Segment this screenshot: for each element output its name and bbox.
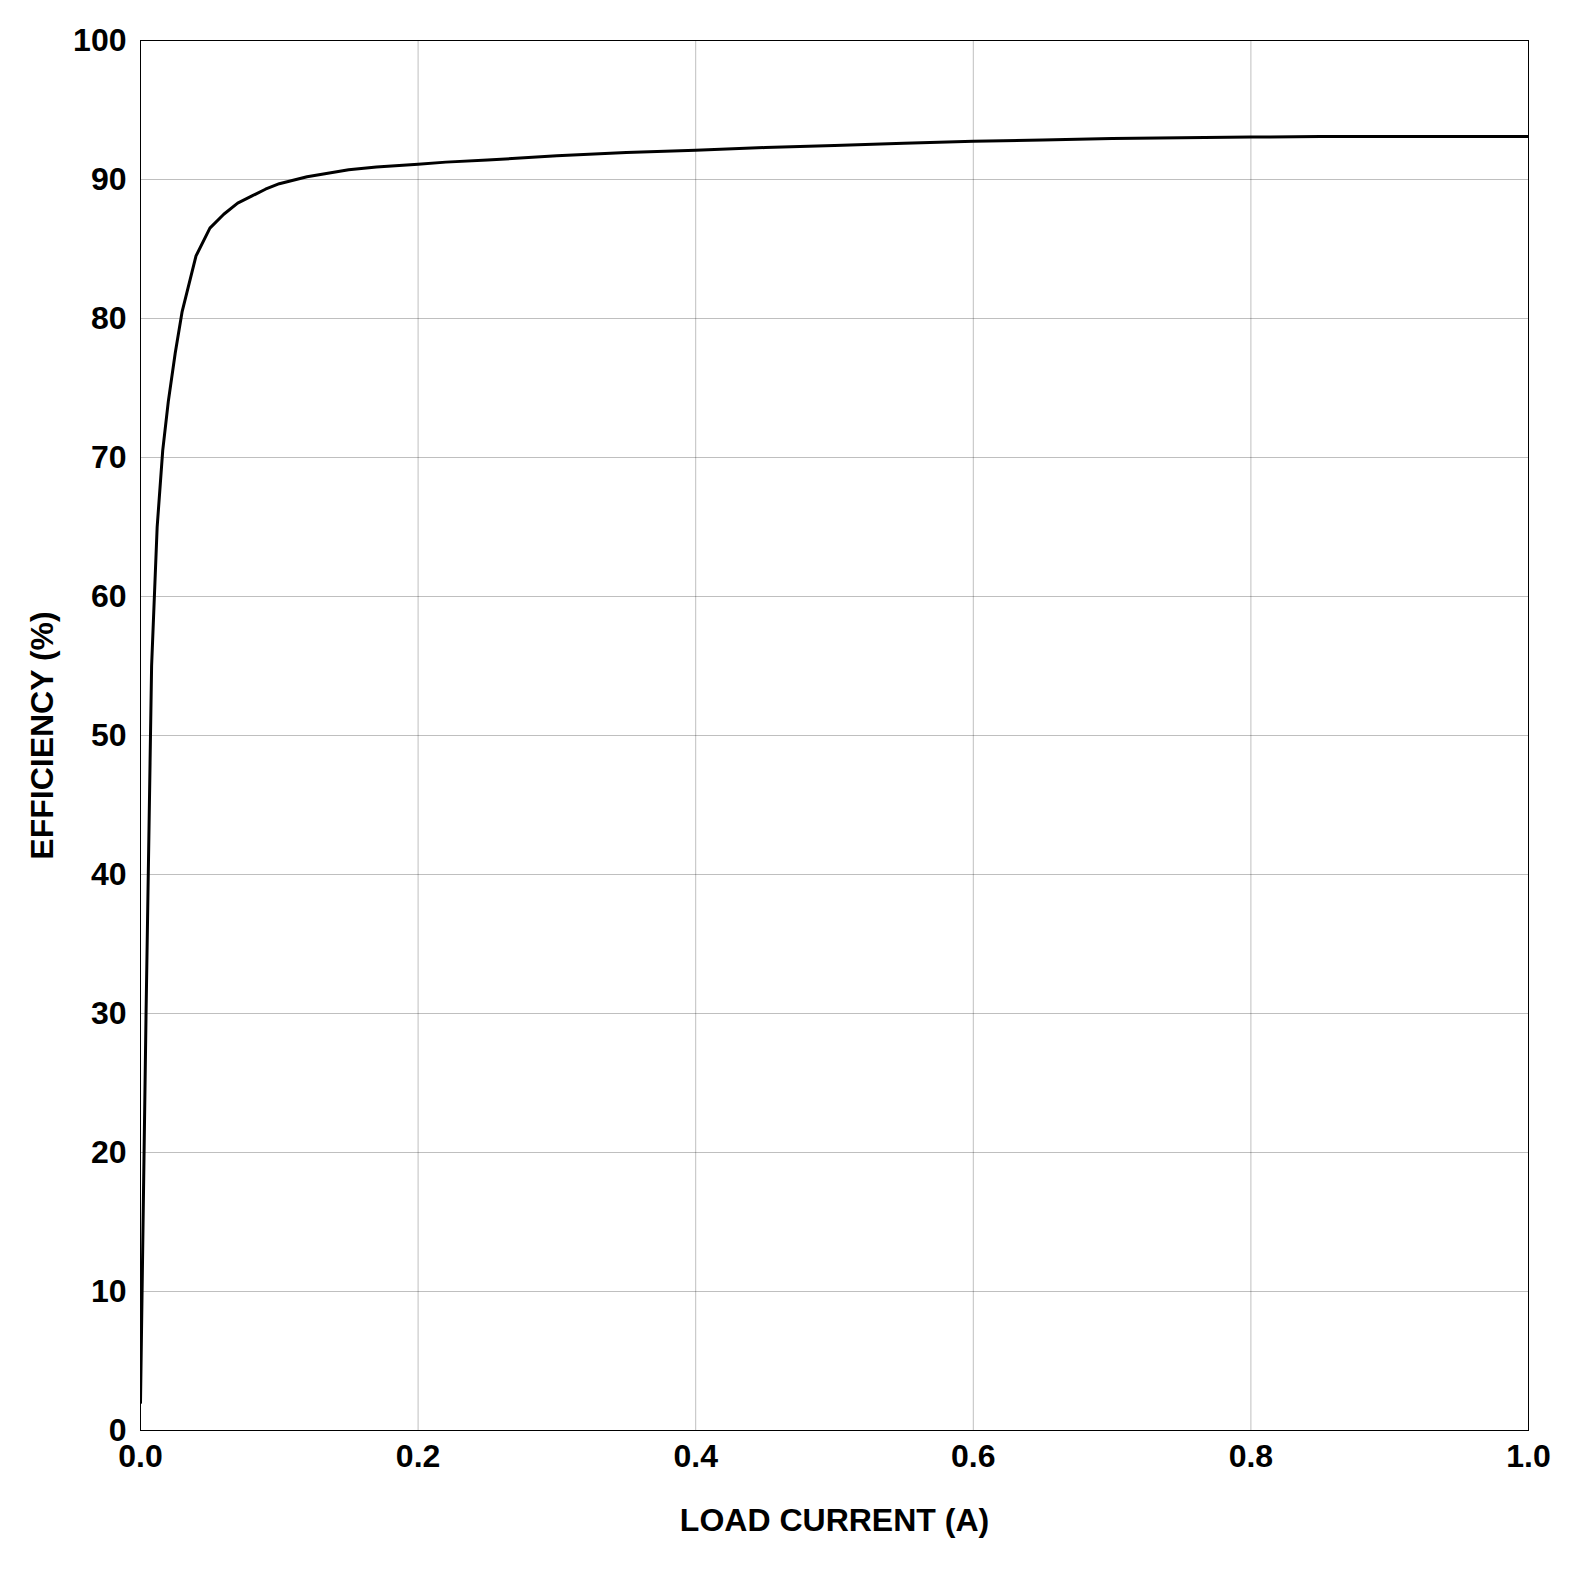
svg-text:10: 10 (91, 1273, 127, 1309)
svg-text:40: 40 (91, 856, 127, 892)
svg-text:90: 90 (91, 161, 127, 197)
svg-text:1.0: 1.0 (1506, 1438, 1550, 1474)
svg-text:EFFICIENCY (%): EFFICIENCY (%) (24, 611, 60, 859)
svg-text:100: 100 (73, 22, 126, 58)
svg-text:0.8: 0.8 (1229, 1438, 1273, 1474)
svg-text:80: 80 (91, 300, 127, 336)
svg-text:70: 70 (91, 439, 127, 475)
svg-text:0: 0 (108, 1411, 127, 1448)
svg-text:50: 50 (91, 717, 127, 753)
svg-text:60: 60 (91, 578, 127, 614)
svg-text:0.4: 0.4 (673, 1438, 718, 1474)
svg-text:0.0: 0.0 (118, 1438, 162, 1474)
svg-text:LOAD CURRENT (A): LOAD CURRENT (A) (680, 1502, 989, 1538)
svg-text:20: 20 (91, 1134, 127, 1170)
svg-text:30: 30 (91, 995, 127, 1031)
svg-text:0.6: 0.6 (951, 1438, 995, 1474)
svg-text:0.2: 0.2 (396, 1438, 440, 1474)
